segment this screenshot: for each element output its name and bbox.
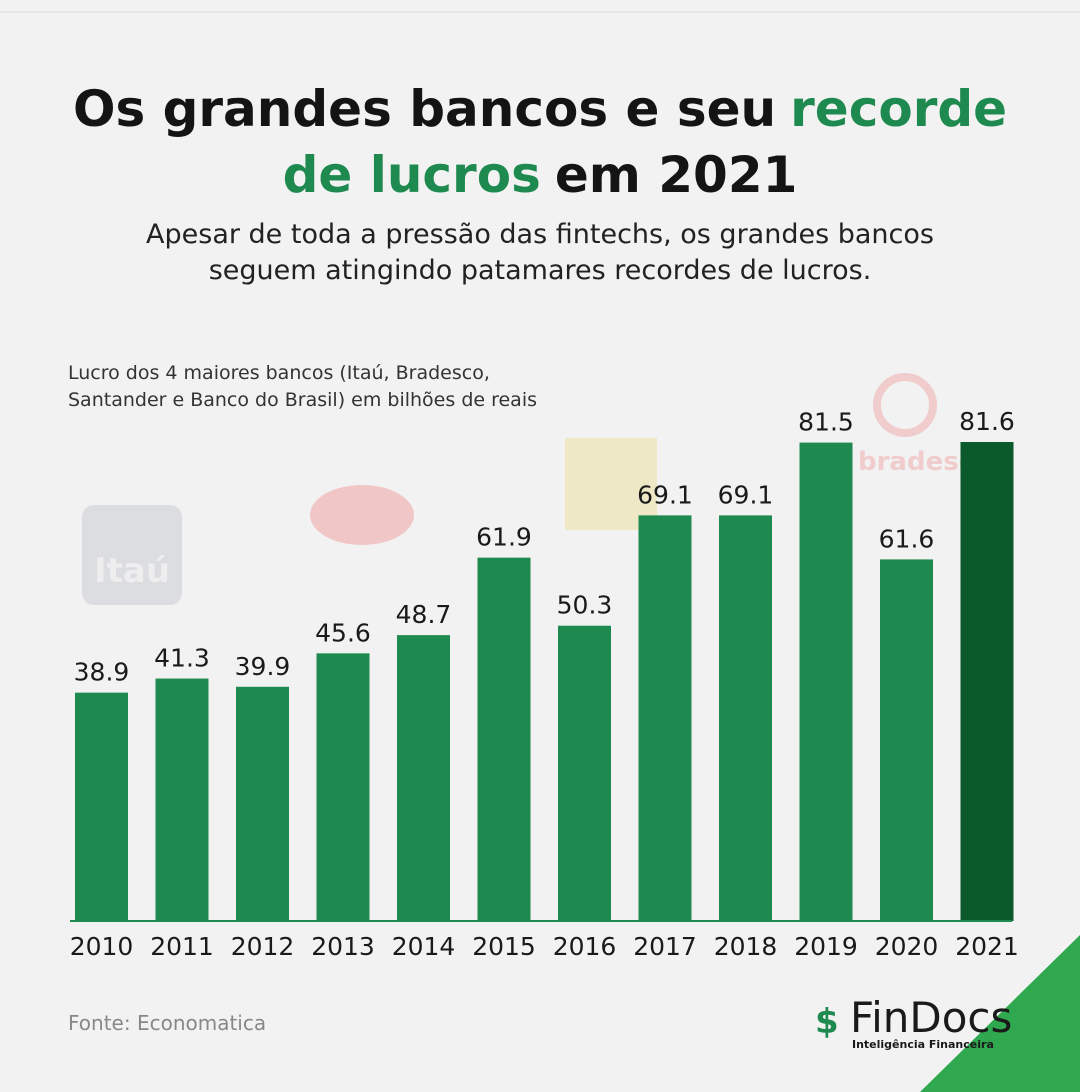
logo-shape: [565, 438, 657, 530]
x-tick-label: 2020: [875, 932, 939, 961]
value-label: 41.3: [154, 644, 210, 673]
title-highlight: de lucros: [283, 146, 541, 204]
value-label: 81.6: [959, 407, 1015, 436]
value-label: 50.3: [557, 591, 613, 620]
value-label: 69.1: [718, 480, 774, 509]
value-label: 48.7: [396, 600, 452, 629]
bar: [960, 442, 1014, 921]
value-label: 61.9: [476, 523, 532, 552]
bar: [155, 678, 209, 921]
x-tick-label: 2021: [955, 932, 1019, 961]
watermark: Itaú: [94, 551, 170, 591]
subtitle: seguem atingindo patamares recordes de l…: [209, 255, 872, 286]
bar: [799, 442, 853, 921]
chart-title: de lucros em 2021: [283, 146, 798, 204]
bar: [558, 625, 611, 921]
x-tick-label: 2012: [231, 932, 295, 961]
axis-note: Santander e Banco do Brasil) em bilhões …: [68, 389, 537, 411]
bar: [397, 635, 450, 921]
value-label: 61.6: [879, 524, 935, 553]
corner-decoration: [920, 935, 1080, 1092]
x-tick-label: 2016: [553, 932, 617, 961]
value-label: 45.6: [315, 618, 371, 647]
brand-icon: $: [815, 1002, 839, 1042]
value-label: 81.5: [798, 408, 854, 437]
x-tick-label: 2018: [714, 932, 778, 961]
title-part: Os grandes bancos e seu: [73, 80, 776, 138]
bar: [316, 653, 370, 921]
bar: [638, 515, 692, 921]
x-tick-label: 2011: [150, 932, 214, 961]
x-tick-label: 2010: [70, 932, 134, 961]
x-tick-label: 2019: [794, 932, 858, 961]
value-label: 69.1: [637, 480, 693, 509]
title-highlight: recorde: [790, 80, 1007, 138]
x-tick-label: 2014: [392, 932, 456, 961]
value-label: 39.9: [235, 652, 291, 681]
x-tick-label: 2015: [472, 932, 536, 961]
subtitle: Apesar de toda a pressão das fintechs, o…: [146, 219, 934, 250]
axis-note: Lucro dos 4 maiores bancos (Itaú, Brades…: [68, 362, 490, 384]
bar: [719, 515, 772, 921]
value-label: 38.9: [74, 658, 130, 687]
logo-bg: [82, 505, 182, 605]
x-tick-label: 2017: [633, 932, 697, 961]
logo-shape: [873, 373, 937, 437]
brand: FinDocs: [850, 993, 1012, 1042]
bars: 2010 38.9 2011 41.3 2012 39.9 2013 45.6 2014 48.7…: [70, 407, 1019, 961]
brand-tagline: Inteligência Financeira: [852, 1038, 994, 1051]
source: Fonte: Economatica: [68, 1011, 266, 1035]
x-tick-label: 2013: [311, 932, 375, 961]
chart-title: Os grandes bancos e seu recorde: [73, 80, 1007, 138]
bar: [477, 557, 531, 921]
bar: [75, 692, 128, 921]
bar: [880, 559, 933, 921]
logo-shape: [310, 485, 414, 545]
title-part: em 2021: [555, 146, 798, 204]
bar: [236, 686, 289, 921]
